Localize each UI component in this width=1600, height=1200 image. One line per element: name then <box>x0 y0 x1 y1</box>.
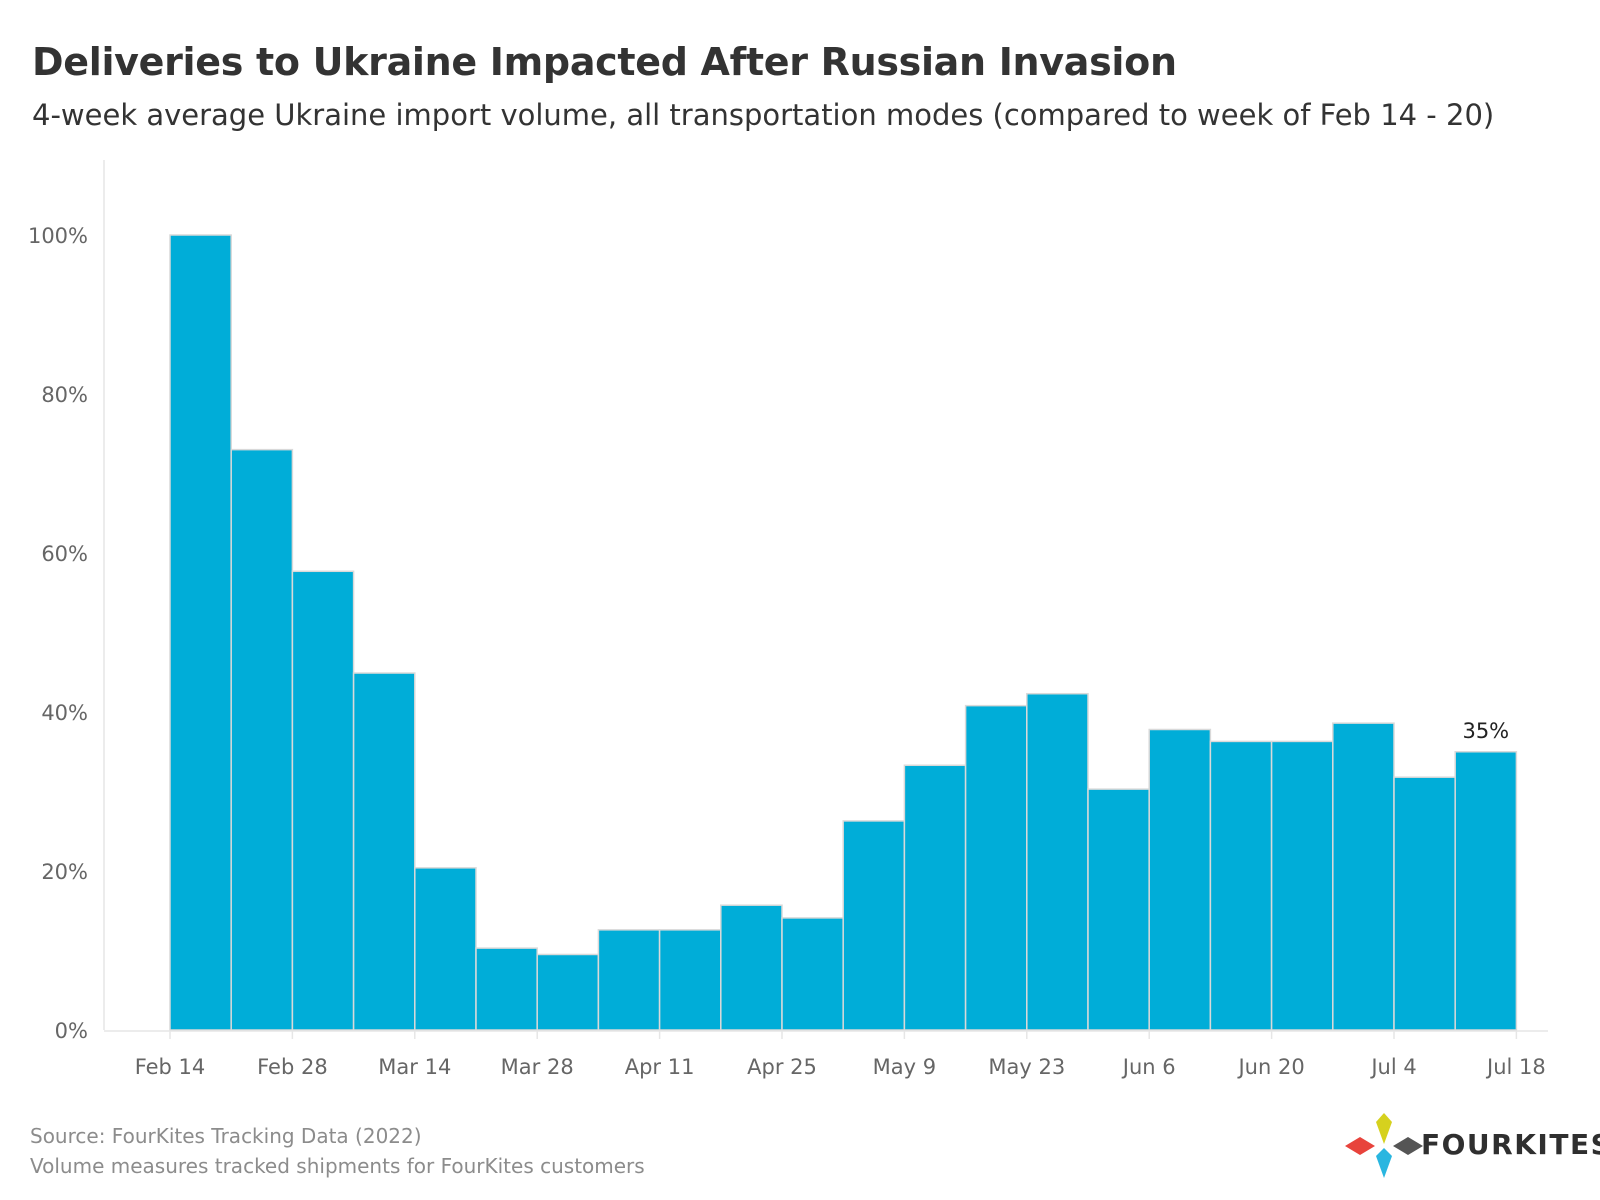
data-label: 35% <box>1462 719 1509 743</box>
bar-mar-7 <box>352 672 416 1031</box>
x-tick-label: Apr 11 <box>625 1055 695 1079</box>
source-note: Source: FourKites Tracking Data (2022) <box>30 1124 422 1148</box>
y-tick-label: 80% <box>41 383 88 407</box>
bar-mar-21 <box>475 947 538 1031</box>
y-tick-label: 40% <box>41 701 88 725</box>
bar-jul-11 <box>1454 751 1518 1031</box>
logo-wordmark: FOURKITES <box>1421 1128 1600 1161</box>
bar-jul-4 <box>1393 776 1456 1031</box>
x-tick-label: Feb 14 <box>135 1055 206 1079</box>
chart-subtitle: 4-week average Ukraine import volume, al… <box>32 98 1495 132</box>
bar-series <box>169 234 1518 1031</box>
logo-yellow-diamond <box>1376 1113 1392 1144</box>
x-tick-label: May 23 <box>988 1055 1065 1079</box>
bar-jun-20 <box>1270 740 1334 1031</box>
data-labels: 35% <box>1462 719 1509 743</box>
bar-apr-25 <box>781 917 844 1031</box>
bar-mar-14 <box>414 867 477 1031</box>
y-tick-label: 60% <box>41 542 88 566</box>
x-tick-label: May 9 <box>873 1055 936 1079</box>
bar-feb-28 <box>291 570 355 1031</box>
x-tick-label: Jun 6 <box>1121 1055 1176 1079</box>
x-tick-label: Jul 18 <box>1485 1055 1546 1079</box>
bar-jun-13 <box>1209 740 1273 1031</box>
logo-gray-diamond <box>1393 1137 1423 1155</box>
bar-may-2 <box>842 820 906 1031</box>
bar-jun-6 <box>1148 728 1212 1031</box>
bar-jun-27 <box>1332 722 1395 1031</box>
y-axis-ticks: 0% 20% 40% 60% 80% 100% <box>28 160 105 1043</box>
bar-may-9 <box>903 764 967 1031</box>
bar-may-23 <box>1026 692 1089 1031</box>
y-tick-label: 0% <box>55 1019 88 1043</box>
bar-may-16 <box>964 704 1028 1031</box>
volume-note: Volume measures tracked shipments for Fo… <box>30 1154 645 1178</box>
x-tick-label: Mar 14 <box>378 1055 451 1079</box>
x-tick-label: Apr 25 <box>747 1055 817 1079</box>
bar-apr-4 <box>597 929 661 1031</box>
bar-may-30 <box>1087 788 1150 1031</box>
fourkites-logo-icon <box>1345 1113 1423 1178</box>
y-tick-label: 20% <box>41 860 88 884</box>
x-axis: Feb 14 Feb 28 Mar 14 Mar 28 Apr 11 Apr 25 May … <box>104 1030 1548 1079</box>
x-tick-label: Mar 28 <box>501 1055 574 1079</box>
x-tick-label: Jul 4 <box>1369 1055 1416 1079</box>
x-tick-label: Feb 28 <box>257 1055 328 1079</box>
logo-red-diamond <box>1345 1137 1375 1155</box>
bar-feb-21 <box>230 448 294 1031</box>
bar-apr-18 <box>720 904 783 1031</box>
bar-apr-11 <box>658 929 722 1031</box>
bar-mar-28 <box>536 953 600 1031</box>
bar-chart: 0% 20% 40% 60% 80% 100% 35% Feb 14 Feb 28 Mar 1… <box>28 160 1548 1079</box>
logo-blue-diamond <box>1376 1148 1392 1178</box>
y-tick-label: 100% <box>28 224 88 248</box>
x-tick-label: Jun 20 <box>1236 1055 1304 1079</box>
chart-title: Deliveries to Ukraine Impacted After Rus… <box>32 40 1177 84</box>
bar-feb-14 <box>169 234 232 1031</box>
